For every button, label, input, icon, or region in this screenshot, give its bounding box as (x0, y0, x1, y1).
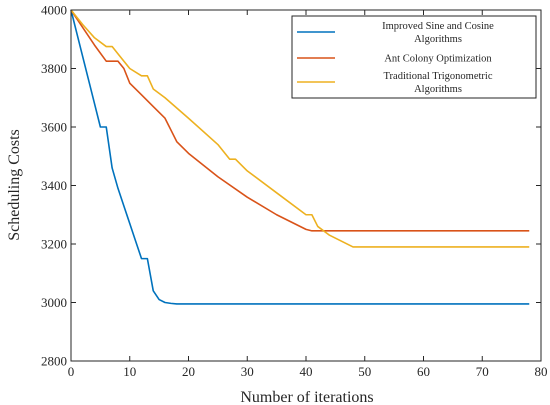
series-line-1 (70, 9, 530, 305)
legend-label-3: Algorithms (414, 84, 462, 95)
x-tick-label: 60 (417, 364, 430, 379)
y-tick-label: 3000 (41, 295, 67, 310)
y-tick-label: 3800 (41, 61, 67, 76)
x-tick-label: 0 (68, 364, 75, 379)
y-tick-label: 2800 (41, 354, 67, 369)
x-tick-label: 40 (300, 364, 313, 379)
y-tick-label: 3600 (41, 120, 67, 135)
legend-label-2: Ant Colony Optimization (384, 54, 492, 65)
y-axis-label: Scheduling Costs (6, 129, 23, 241)
series-line-2 (70, 9, 530, 232)
x-tick-label: 10 (123, 364, 136, 379)
series-line-3 (70, 9, 530, 248)
y-tick-label: 3200 (41, 237, 67, 252)
legend-label-1: Improved Sine and Cosine (382, 21, 494, 32)
y-tick-label: 3400 (41, 178, 67, 193)
y-tick-label: 4000 (41, 3, 67, 18)
ticks-layer: 0 10 20 30 40 50 60 70 80 2800 3000 3200 3400 3600 380… (41, 3, 548, 380)
legend: Improved Sine and Cosine Algorithms Ant Co… (291, 15, 537, 99)
x-tick-label: 30 (241, 364, 254, 379)
x-axis-label: Number of iterations (240, 389, 373, 405)
series-layer (70, 9, 530, 305)
x-tick-label: 50 (358, 364, 371, 379)
legend-box (291, 15, 537, 99)
x-tick-label: 20 (182, 364, 195, 379)
legend-label-3: Traditional Trigonometric (384, 71, 493, 82)
legend-label-1: Algorithms (414, 34, 462, 45)
x-tick-label: 70 (476, 364, 489, 379)
x-tick-label: 80 (535, 364, 548, 379)
